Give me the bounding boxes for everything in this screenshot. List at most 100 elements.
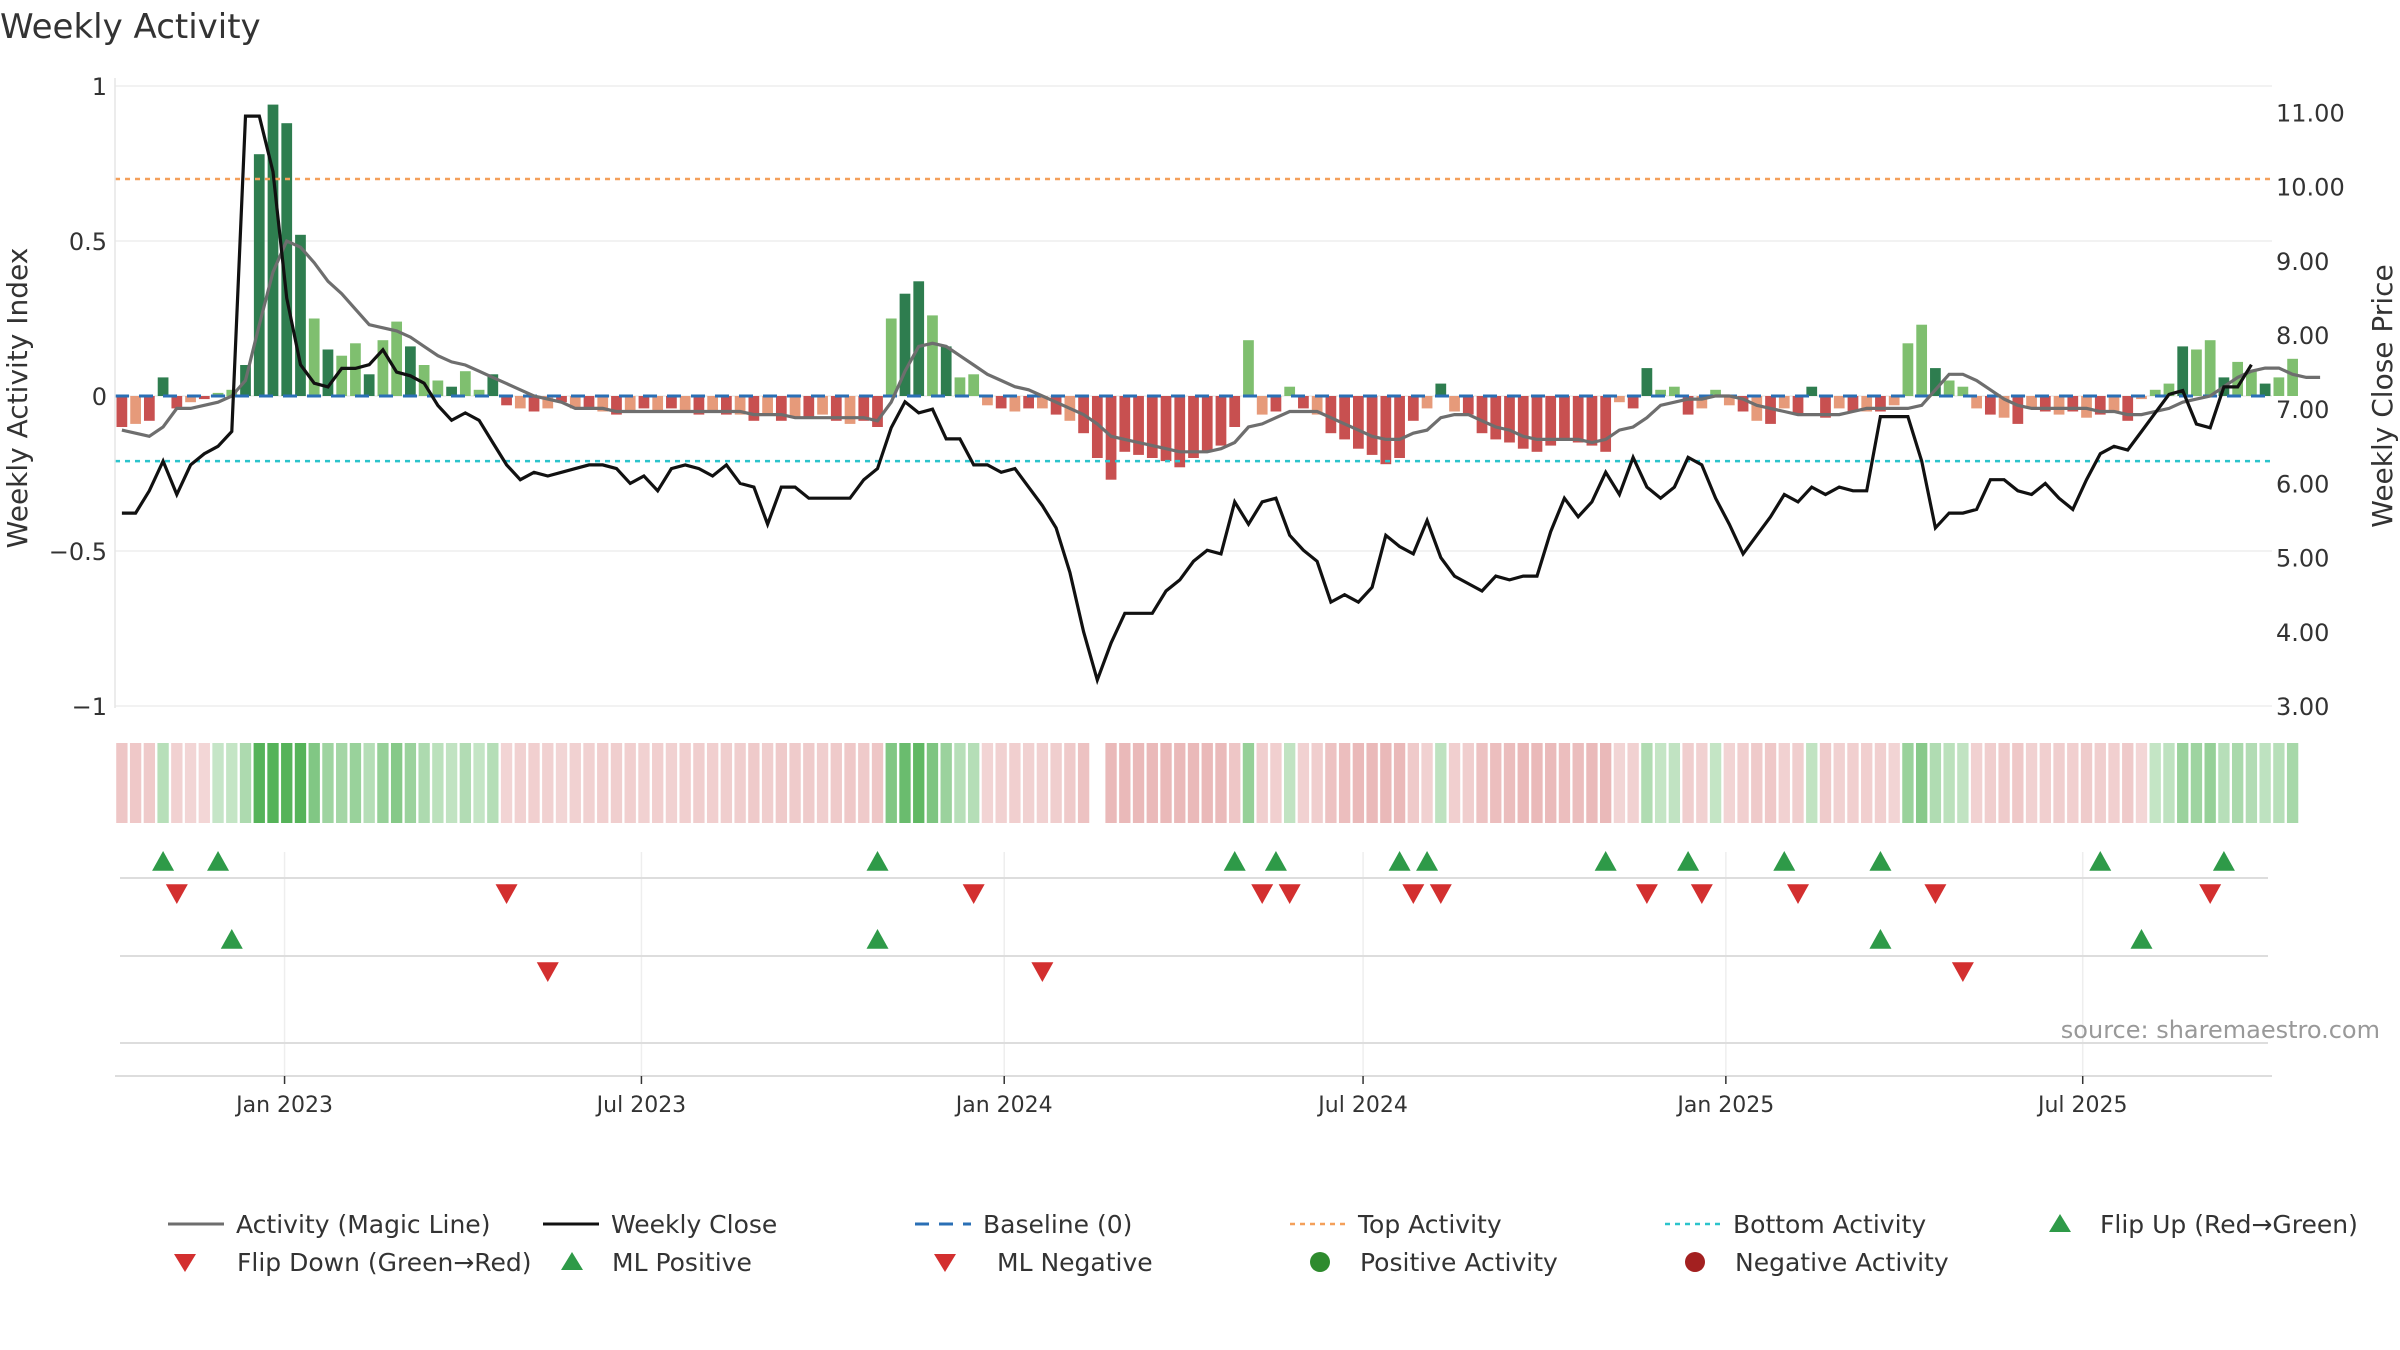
flip-up-marker [1869,851,1892,871]
heat-cell [638,743,650,823]
heat-cell [267,743,279,823]
heat-cell [212,743,224,823]
heat-cell [1751,743,1763,823]
heat-cell [748,743,760,823]
heat-cell [555,743,568,823]
heat-cell [1503,743,1516,823]
flip-down-marker [2199,884,2222,904]
activity-bar [583,396,595,409]
activity-bar [734,396,746,415]
heat-cell [1778,743,1790,823]
legend-label: Weekly Close [611,1210,777,1239]
heat-cell [1819,743,1832,823]
heat-cell [2273,743,2285,823]
activity-bar [405,346,416,396]
heat-cell [1902,743,1914,823]
activity-bar [1133,396,1144,455]
activity-bar [1572,396,1584,443]
activity-bar [1710,389,1721,396]
heat-cell [281,743,293,823]
heat-cell [157,743,169,823]
ml-positive-marker [1869,929,1892,949]
heat-cell [583,743,595,823]
heat-cell [1586,743,1598,823]
activity-bar [1984,396,1996,415]
activity-bar [1861,396,1873,412]
heat-cell [775,743,788,823]
activity-bar [1655,389,1666,396]
heat-cell [308,743,320,823]
heat-cell [968,743,980,823]
heat-cell [858,743,870,823]
heat-cell [610,743,623,823]
heat-cell [1119,743,1131,823]
heat-cell [981,743,994,823]
heat-cell [432,743,444,823]
ml-positive-marker [866,929,889,949]
x-tick-label: Jul 2025 [2036,1093,2128,1118]
heat-cell [1737,743,1749,823]
heat-cell [2122,743,2134,823]
activity-bar [322,349,334,396]
flip-up-marker [1773,851,1796,871]
heat-cell [1146,743,1158,823]
ml-negative-marker [536,962,559,982]
heat-cell [239,743,252,823]
activity-bar [1407,396,1419,421]
activity-bar [1957,386,1969,396]
legend-item-mlpos: ML Positive [561,1248,752,1277]
activity-bar [2108,396,2120,412]
heat-cell [1435,743,1447,823]
legend-item-flipup: Flip Up (Red→Green) [2049,1210,2358,1239]
heat-cell [2218,743,2230,823]
heat-cell [226,743,238,823]
heat-cell [2190,743,2203,823]
activity-bar [487,374,499,396]
activity-bar [1352,396,1364,449]
activity-bar [858,396,870,421]
activity-bar [1256,396,1268,415]
activity-bar [2053,396,2065,415]
heat-cell [487,743,499,823]
heat-cell [816,743,829,823]
heat-cell [1284,743,1296,823]
activity-bar [171,396,183,409]
heat-cell [2053,743,2065,823]
activity-bar [913,281,925,396]
legend-item-top: Top Activity [1290,1210,1502,1239]
heat-cell [322,743,334,823]
activity-bar [267,104,279,396]
x-tick-label: Jul 2024 [1316,1093,1408,1118]
activity-bar [1586,396,1598,446]
y2-tick-label: 5.00 [2276,545,2329,573]
activity-bar [1339,396,1350,440]
activity-bar [638,396,650,409]
heat-cell [665,743,678,823]
activity-bar [1778,396,1790,409]
ml-positive-marker [2130,929,2153,949]
heat-cell [926,743,939,823]
y2-tick-label: 8.00 [2276,322,2329,350]
heat-cell [624,743,636,823]
activity-bar [1270,396,1282,412]
heat-cell [1393,743,1406,823]
weekly-close-line [121,114,2253,686]
heat-cell [349,743,362,823]
heat-cell [184,743,197,823]
activity-bar [844,396,856,424]
y2-tick-label: 3.00 [2276,693,2329,721]
heat-cell [1558,743,1571,823]
heat-cell [1641,743,1653,823]
heat-cell [679,743,691,823]
heat-cell [1682,743,1694,823]
activity-bar [432,380,444,396]
activity-bar [1380,396,1392,465]
activity-bar [1146,396,1158,458]
heat-cell [1517,743,1529,823]
activity-bar [1751,396,1763,421]
activity-bar [130,396,141,424]
heat-cell [1572,743,1584,823]
heat-cell [198,743,210,823]
